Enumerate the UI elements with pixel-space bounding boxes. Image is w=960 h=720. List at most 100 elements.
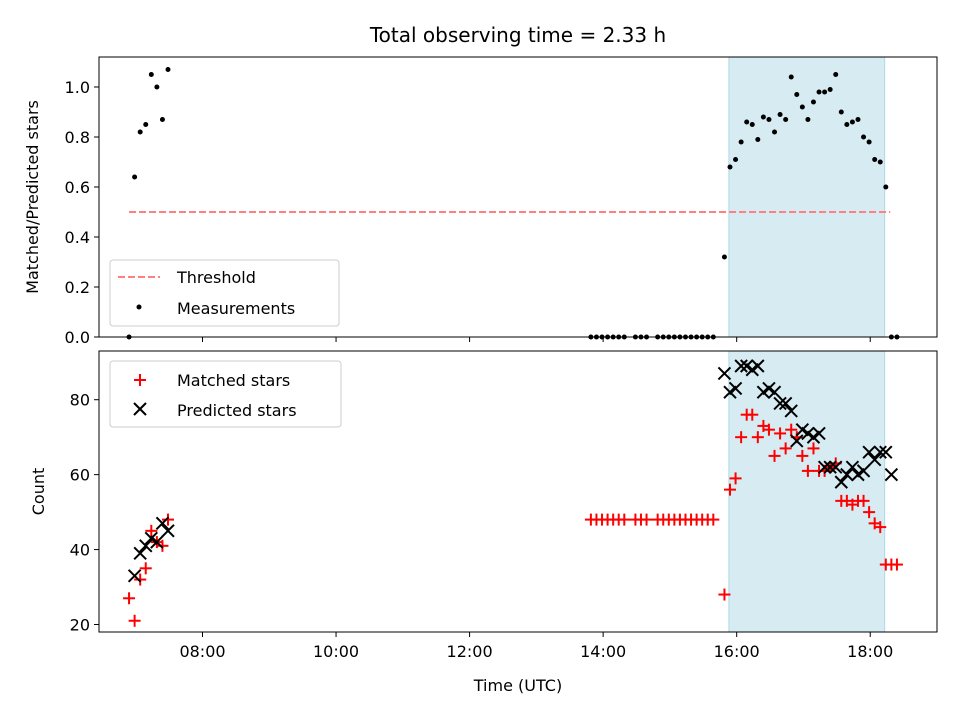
bottom-y-tick-label: 40 [70, 541, 90, 560]
measurement-point [777, 112, 783, 117]
matched-star-point [762, 423, 775, 436]
top-legend: Threshold Measurements [109, 259, 340, 327]
predicted-star-point [778, 396, 793, 411]
matched-star-point [874, 521, 887, 534]
predicted-star-point [133, 546, 147, 561]
predicted-star-point [812, 426, 826, 441]
matched-star-point [807, 442, 820, 455]
top-axes-frame [98, 56, 938, 338]
matched-star-point [123, 592, 136, 605]
measurement-point [849, 119, 855, 125]
predicted-star-point [790, 434, 804, 448]
top-y-tick-label: 0.8 [65, 128, 90, 147]
top-y-tick-label: 0.2 [65, 278, 90, 297]
x-tick-label: 12:00 [447, 642, 493, 661]
predicted-star-point [155, 516, 170, 531]
measurement-point [844, 122, 850, 127]
measurement-point [822, 89, 828, 95]
top-y-axis-label: Matched/Predicted stars [23, 100, 42, 294]
measurement-point [883, 184, 889, 190]
legend-matched-swatch [134, 374, 146, 386]
legend-measurements-label: Measurements [177, 299, 295, 318]
predicted-star-point [751, 359, 765, 373]
measurement-point [744, 119, 750, 125]
measurement-point [833, 72, 839, 77]
predicted-star-point [879, 445, 893, 459]
bottom-shaded-region [728, 350, 886, 633]
predicted-star-point [856, 464, 871, 478]
x-tick-label: 16:00 [714, 642, 760, 661]
matched-star-point [145, 524, 158, 537]
predicted-star-point [150, 535, 164, 549]
matched-star-point [751, 431, 764, 444]
matched-star-point [796, 449, 809, 462]
predicted-star-point [817, 460, 832, 474]
top-y-tick-label: 0.4 [65, 228, 90, 247]
bottom-panel: 20 40 60 80 08:00 10:00 12:00 14:00 16:00 18:00 C… [29, 350, 938, 695]
measurement-point [877, 159, 883, 165]
predicted-star-point [127, 569, 142, 583]
bottom-y-tick-label: 80 [70, 391, 90, 410]
matched-star-point [785, 423, 798, 436]
measurement-point [799, 104, 805, 110]
measurement-point [749, 122, 755, 127]
legend-measurements-swatch [136, 304, 142, 310]
legend-predicted-swatch [133, 402, 147, 416]
bottom-legend: Matched stars Predicted stars [109, 360, 342, 428]
measurement-point [838, 109, 844, 115]
chart-title: Total observing time = 2.33 h [369, 23, 666, 47]
measurement-point [738, 139, 744, 145]
predicted-star-point [717, 366, 732, 381]
measurement-point [766, 117, 772, 122]
measurement-point [165, 67, 171, 72]
measurement-point [148, 72, 154, 77]
measurement-point [861, 134, 867, 140]
matched-star-point [779, 442, 792, 455]
matched-star-point [801, 464, 814, 477]
matched-star-point [729, 472, 742, 485]
predicted-star-point [845, 460, 860, 474]
predicted-star-point [840, 467, 854, 482]
measurement-point [159, 117, 165, 122]
predicted-star-point [734, 359, 748, 373]
measurement-point [760, 114, 766, 120]
measurement-point [810, 99, 816, 105]
measurement-point [772, 129, 778, 135]
predicted-star-point [823, 460, 837, 474]
top-y-tick-label: 0.0 [65, 328, 90, 347]
measurement-point [721, 254, 727, 260]
legend-predicted-label: Predicted stars [177, 401, 297, 420]
matched-star-point [134, 573, 147, 586]
measurement-point [132, 174, 138, 180]
bottom-y-tick-label: 20 [70, 616, 90, 635]
measurement-point [137, 129, 143, 135]
legend-threshold-label: Threshold [176, 268, 256, 287]
matched-star-point [724, 483, 737, 496]
top-y-tick-label: 0.6 [65, 178, 90, 197]
matched-star-point [746, 408, 759, 421]
predicted-star-point [884, 467, 899, 482]
matched-star-point [707, 513, 720, 526]
predicted-star-point [161, 524, 175, 538]
predicted-star-point [829, 460, 843, 474]
x-tick-label: 08:00 [179, 642, 225, 661]
measurement-point [783, 117, 789, 122]
top-panel: 0.0 0.2 0.4 0.6 0.8 1.0 Matched/Predicted sta… [23, 56, 938, 347]
measurement-point [805, 117, 811, 122]
measurement-point [866, 139, 872, 145]
predicted-star-point [834, 475, 848, 489]
matched-star-point [640, 513, 653, 526]
measurement-point [816, 89, 822, 95]
measurement-point [143, 122, 149, 127]
matched-star-point [128, 614, 141, 627]
matched-star-point [863, 506, 876, 519]
predicted-star-point [767, 385, 782, 399]
matched-star-point [774, 427, 787, 440]
predicted-star-point [728, 381, 743, 396]
measurement-point [788, 74, 794, 80]
measurement-point [855, 117, 861, 122]
legend-matched-label: Matched stars [177, 371, 290, 390]
x-tick-label: 14:00 [580, 642, 626, 661]
x-axis-label: Time (UTC) [473, 676, 562, 695]
